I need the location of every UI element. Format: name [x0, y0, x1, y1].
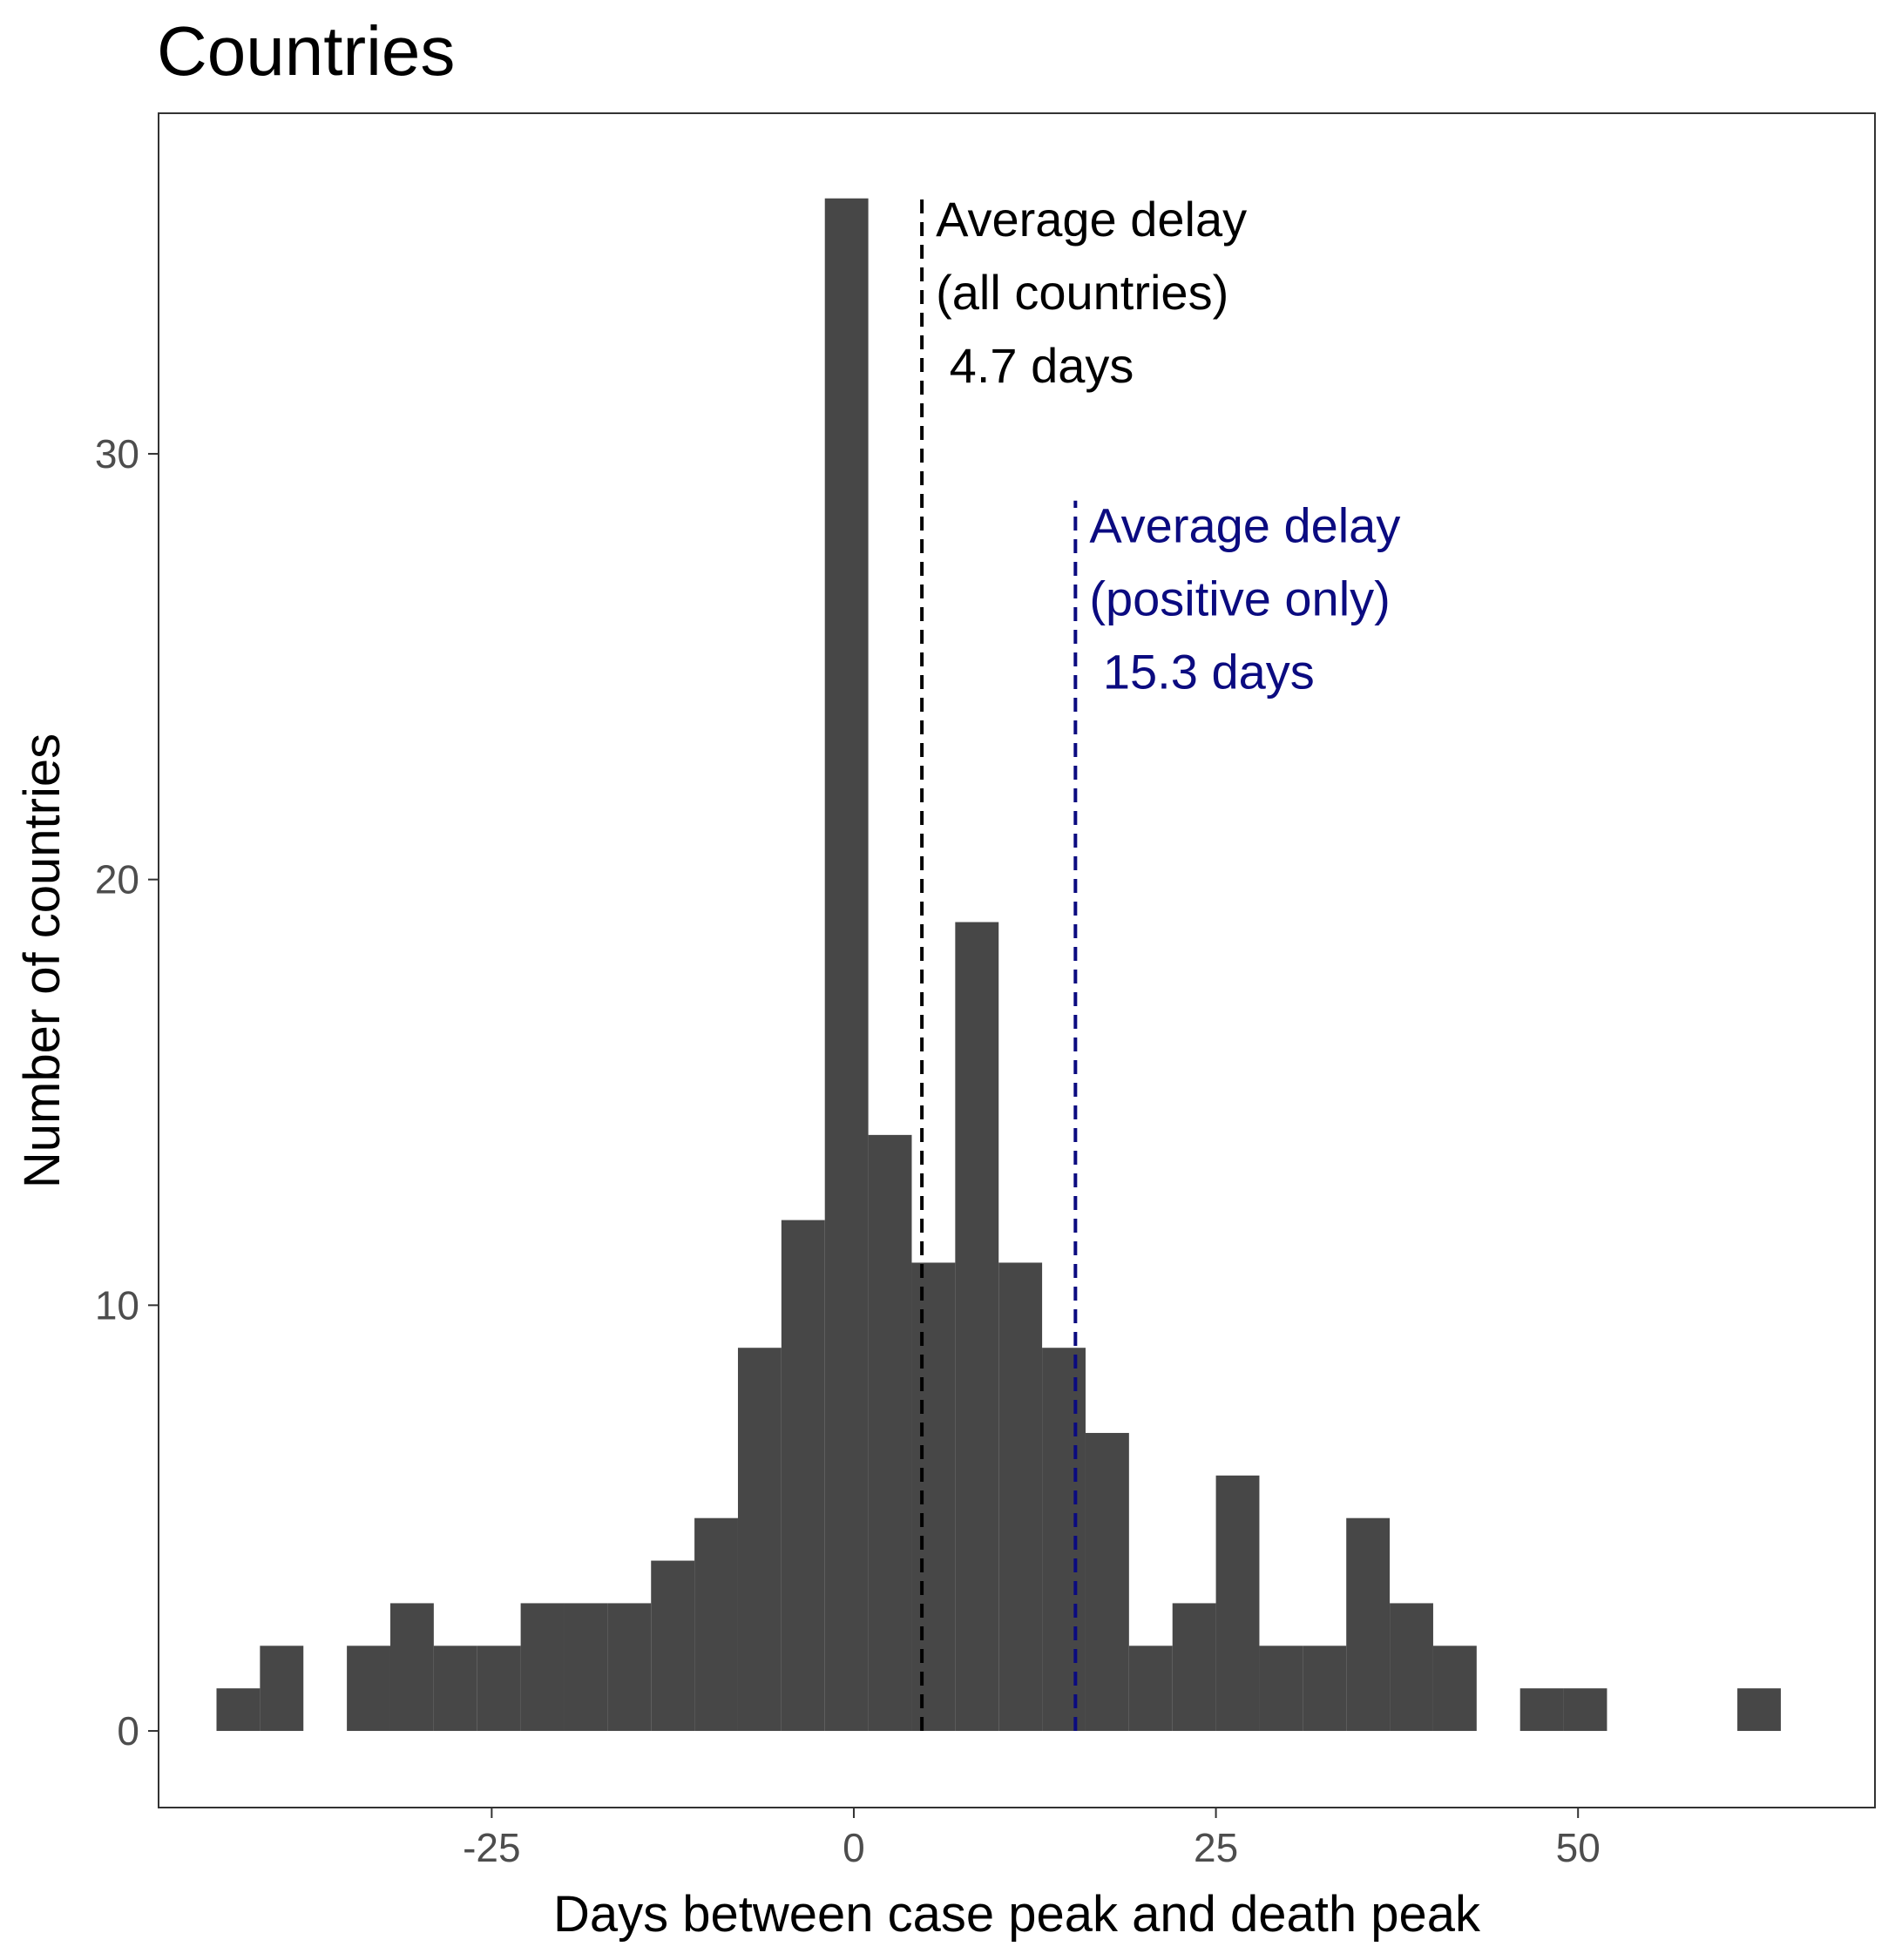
histogram-bar-17 [955, 922, 999, 1732]
y-tick-label: 0 [117, 1708, 139, 1754]
histogram-bar-28 [1432, 1646, 1477, 1732]
histogram-bar-22 [1172, 1603, 1216, 1732]
histogram-bar-30 [1519, 1688, 1564, 1732]
histogram-bar-6 [477, 1646, 521, 1732]
reference-label-0-line-1: (all countries) [936, 265, 1228, 320]
x-axis: -25 0 25 50 [463, 1808, 1601, 1870]
x-tick-label: 0 [843, 1825, 865, 1870]
histogram-bar-9 [607, 1603, 652, 1732]
y-tick-label: 20 [95, 857, 139, 902]
histogram-bar-23 [1215, 1475, 1260, 1732]
histogram-bar-27 [1390, 1603, 1433, 1732]
histogram-bar-26 [1346, 1517, 1391, 1732]
reference-label-1-line-0: Average delay [1089, 498, 1400, 553]
histogram-bar-20 [1085, 1432, 1129, 1732]
histogram-bar-10 [651, 1560, 695, 1732]
reference-label-1-line-2: 15.3 days [1089, 645, 1314, 700]
histogram-bar-11 [694, 1517, 738, 1732]
histogram-bar-12 [737, 1348, 782, 1732]
histogram-bar-4 [389, 1603, 434, 1732]
reference-lines [920, 193, 1078, 1732]
y-tick-label: 10 [95, 1282, 139, 1328]
reference-label-0-line-2: 4.7 days [936, 338, 1134, 393]
y-axis-title: Number of countries [14, 733, 71, 1188]
histogram-bars [216, 198, 1781, 1732]
reference-label-0-line-0: Average delay [936, 192, 1247, 247]
histogram-bar-13 [781, 1220, 825, 1732]
reference-label-1-line-1: (positive only) [1089, 571, 1390, 626]
histogram-bar-7 [520, 1603, 565, 1732]
histogram-bar-18 [998, 1262, 1043, 1732]
x-axis-title: Days between case peak and death peak [553, 1886, 1481, 1943]
histogram-bar-25 [1303, 1646, 1347, 1732]
histogram-bar-1 [260, 1646, 304, 1732]
histogram-bar-24 [1259, 1646, 1303, 1732]
histogram-bar-0 [216, 1688, 261, 1732]
histogram-bar-21 [1128, 1646, 1173, 1732]
x-tick-label: 25 [1194, 1825, 1238, 1870]
histogram-bar-31 [1563, 1688, 1607, 1732]
histogram-bar-3 [347, 1646, 390, 1732]
histogram-bar-16 [911, 1262, 956, 1732]
histogram-bar-15 [868, 1134, 912, 1732]
reference-annotations: Average delay (all countries) 4.7 days Ave… [936, 192, 1400, 700]
histogram-bar-19 [1042, 1348, 1086, 1732]
chart-title: Countries [157, 12, 455, 90]
histogram-bar-5 [433, 1646, 477, 1732]
y-tick-label: 30 [95, 431, 139, 476]
histogram-bar-14 [824, 198, 869, 1732]
x-tick-label: 50 [1556, 1825, 1601, 1870]
histogram-bar-35 [1737, 1688, 1781, 1732]
histogram-bar-8 [564, 1603, 608, 1732]
x-tick-label: -25 [463, 1825, 520, 1870]
y-axis: 0 10 20 30 [95, 431, 159, 1754]
